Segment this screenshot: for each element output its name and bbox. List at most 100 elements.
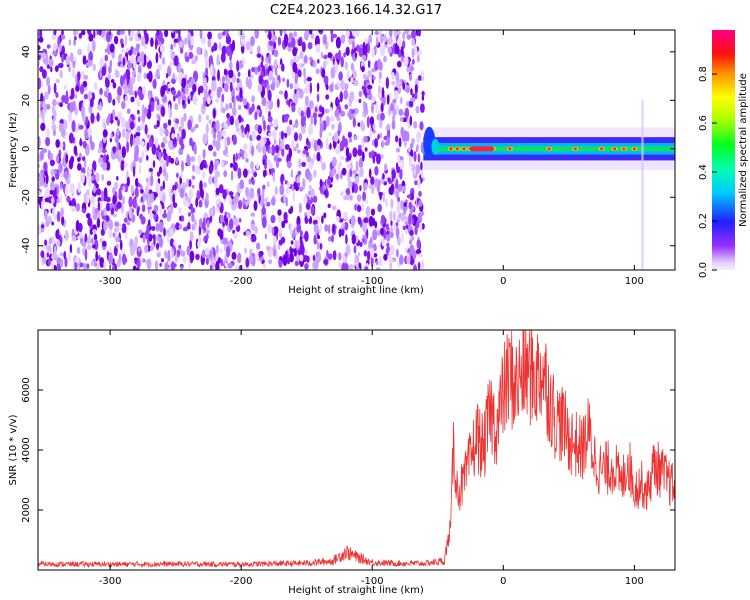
noise-cell [125, 132, 129, 142]
noise-cell [143, 72, 147, 80]
noise-cell [196, 46, 202, 56]
noise-cell [354, 135, 358, 141]
noise-cell [304, 95, 309, 107]
noise-cell [403, 206, 407, 215]
noise-cell [420, 70, 424, 80]
noise-cell [247, 69, 251, 78]
noise-cell [250, 74, 254, 79]
noise-cell [334, 109, 340, 118]
noise-cell [136, 43, 140, 48]
signal-hotspot-peak [613, 147, 617, 151]
noise-cell [138, 163, 142, 175]
noise-cell [350, 76, 354, 84]
noise-cell [162, 57, 165, 65]
noise-cell [334, 60, 338, 72]
noise-cell [206, 233, 209, 240]
noise-cell [205, 66, 209, 78]
snr-panel: -300 -200 -100 0 100 2000 4000 6000 Height of s… [8, 329, 676, 596]
noise-cell [240, 149, 243, 155]
noise-cell [345, 146, 350, 158]
noise-cell [335, 216, 340, 222]
noise-cell [363, 179, 368, 184]
noise-cell [271, 227, 275, 236]
noise-cell [93, 82, 98, 90]
noise-cell [117, 86, 122, 97]
noise-cell [409, 115, 413, 126]
noise-cell [52, 51, 57, 56]
noise-cell [60, 207, 64, 218]
noise-cell [113, 245, 118, 257]
noise-cell [310, 142, 314, 149]
noise-cell [268, 53, 272, 65]
noise-cell [83, 262, 87, 270]
noise-cell [231, 39, 236, 52]
noise-cell [385, 223, 389, 230]
noise-cell [68, 158, 74, 170]
noise-cell [157, 64, 163, 71]
noise-cell [88, 50, 93, 63]
noise-cell [107, 113, 112, 122]
noise-cell [421, 95, 425, 101]
noise-cell [352, 70, 357, 79]
noise-cell [298, 132, 303, 142]
noise-cell [408, 213, 411, 225]
noise-cell [267, 132, 272, 137]
noise-cell [239, 179, 245, 190]
noise-cell [89, 98, 94, 108]
noise-cell [253, 200, 258, 211]
noise-cell [274, 185, 278, 196]
noise-cell [303, 55, 308, 64]
noise-cell [280, 140, 285, 150]
noise-cell [404, 30, 410, 35]
noise-cell [112, 195, 117, 205]
noise-cell [251, 95, 256, 103]
noise-cell [274, 66, 278, 76]
spectrogram-y-tick-label: 20 [21, 94, 32, 107]
snr-x-tick-label: -200 [230, 576, 253, 587]
noise-cell [316, 93, 320, 103]
noise-cell [176, 132, 180, 142]
noise-cell [44, 188, 50, 198]
noise-cell [310, 33, 315, 40]
noise-cell [233, 203, 238, 209]
spectrogram-frame [37, 29, 676, 271]
noise-cell [224, 262, 228, 268]
noise-cell [195, 55, 198, 62]
noise-cell [78, 32, 82, 39]
noise-cell [40, 169, 45, 176]
noise-cell [293, 248, 297, 257]
noise-cell [215, 120, 220, 132]
noise-cell [256, 134, 262, 141]
noise-cell [225, 45, 231, 56]
noise-cell [118, 193, 123, 201]
noise-cell [239, 87, 243, 99]
noise-cell [144, 230, 149, 240]
noise-cell [290, 240, 294, 245]
noise-cell [159, 207, 162, 216]
noise-cell [144, 244, 149, 254]
noise-cell [347, 131, 352, 139]
noise-cell [63, 171, 69, 179]
noise-cell [401, 185, 407, 192]
noise-cell [229, 115, 235, 126]
noise-cell [56, 239, 61, 247]
noise-cell [333, 132, 339, 143]
noise-cell [134, 257, 139, 262]
noise-cell [222, 189, 227, 200]
noise-cell [237, 167, 242, 179]
noise-cell [295, 55, 299, 61]
noise-cell [173, 95, 176, 102]
noise-cell [146, 108, 152, 120]
noise-cell [345, 187, 351, 196]
noise-cell [290, 205, 294, 214]
noise-cell [112, 109, 116, 119]
noise-cell [228, 191, 234, 196]
noise-cell [107, 43, 111, 55]
noise-cell [70, 87, 75, 99]
noise-cell [209, 264, 213, 270]
noise-cell [169, 238, 175, 248]
noise-cell [312, 112, 317, 119]
noise-cell [54, 215, 58, 220]
noise-cell [107, 161, 110, 171]
noise-cell [387, 46, 392, 54]
